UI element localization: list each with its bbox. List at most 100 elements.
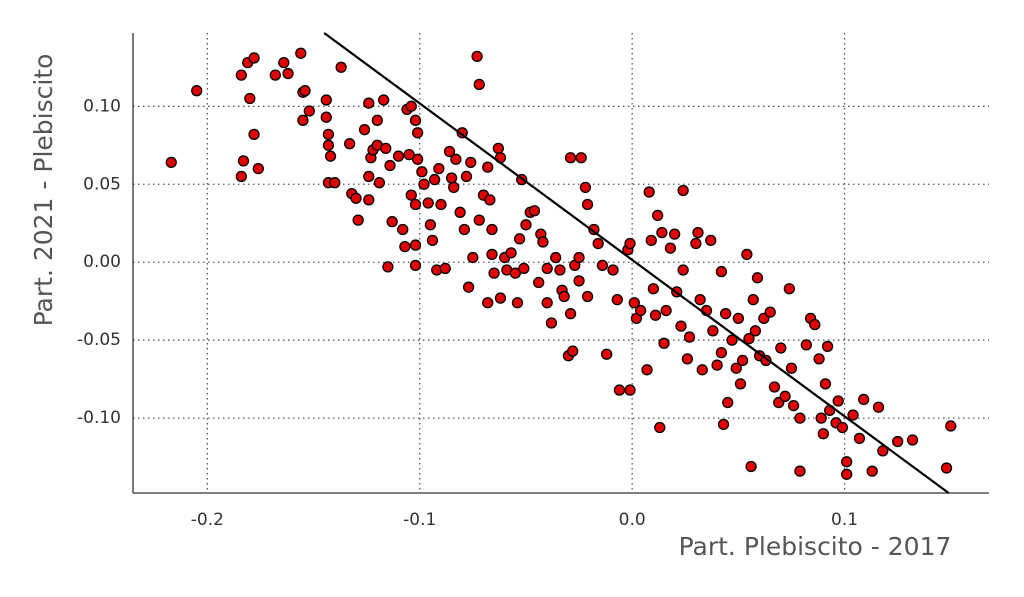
point xyxy=(165,156,177,169)
point xyxy=(363,97,375,109)
point xyxy=(813,353,825,365)
point xyxy=(462,281,475,293)
point xyxy=(482,297,494,309)
point xyxy=(847,409,859,421)
point xyxy=(352,214,364,226)
point xyxy=(785,362,798,374)
point xyxy=(624,237,636,250)
point xyxy=(386,216,398,228)
point xyxy=(794,465,806,477)
point xyxy=(690,237,702,250)
point xyxy=(428,173,441,186)
point xyxy=(819,378,832,390)
point xyxy=(656,226,668,239)
point xyxy=(747,293,759,306)
point xyxy=(380,142,392,155)
point xyxy=(295,47,307,59)
point xyxy=(320,111,332,123)
point xyxy=(484,194,496,206)
point xyxy=(573,251,585,264)
point xyxy=(649,309,662,321)
point xyxy=(373,177,386,189)
point xyxy=(906,434,919,446)
point xyxy=(892,435,904,448)
point xyxy=(399,240,411,253)
point xyxy=(541,297,553,309)
point xyxy=(422,197,434,209)
point xyxy=(405,100,417,112)
point xyxy=(800,339,812,351)
point xyxy=(660,304,672,317)
point xyxy=(439,262,451,275)
point xyxy=(705,234,717,247)
point xyxy=(377,94,390,106)
point xyxy=(711,359,723,371)
x-tick-label: 0.0 xyxy=(619,510,646,530)
point xyxy=(416,166,428,178)
point xyxy=(588,223,600,236)
point xyxy=(668,228,681,240)
point xyxy=(647,283,660,295)
point xyxy=(836,421,849,434)
point xyxy=(564,308,577,320)
point xyxy=(424,219,437,231)
point xyxy=(397,223,409,236)
point xyxy=(278,56,290,69)
point xyxy=(426,234,439,247)
point xyxy=(821,340,834,353)
point xyxy=(248,128,260,141)
point xyxy=(482,161,494,173)
point xyxy=(694,293,706,306)
point xyxy=(564,152,577,164)
point xyxy=(607,264,619,276)
point xyxy=(335,61,347,73)
point xyxy=(745,460,757,473)
point xyxy=(409,114,422,126)
point xyxy=(734,378,747,390)
point xyxy=(601,348,613,360)
point xyxy=(872,401,885,413)
point xyxy=(486,223,498,236)
point xyxy=(248,52,260,64)
point xyxy=(743,332,755,345)
point xyxy=(344,138,356,150)
point xyxy=(322,128,335,141)
point xyxy=(815,412,827,424)
point xyxy=(471,50,483,63)
point xyxy=(567,345,579,357)
point xyxy=(717,418,730,431)
point xyxy=(488,267,500,279)
point xyxy=(363,170,375,183)
y-tick-label: 0.05 xyxy=(83,174,121,194)
point xyxy=(450,153,462,165)
point xyxy=(533,276,545,289)
point xyxy=(371,114,383,126)
point xyxy=(541,262,553,275)
point xyxy=(853,432,866,445)
point xyxy=(518,262,530,275)
point xyxy=(677,264,689,276)
point xyxy=(719,308,732,320)
point xyxy=(664,242,677,254)
point xyxy=(537,236,549,248)
y-tick-label: -0.05 xyxy=(77,330,121,350)
point xyxy=(741,248,753,261)
point xyxy=(736,354,749,367)
point xyxy=(696,364,708,376)
point xyxy=(458,223,471,236)
point xyxy=(448,181,460,194)
point xyxy=(191,85,203,97)
point xyxy=(692,226,704,239)
point xyxy=(877,445,889,457)
point xyxy=(492,142,504,155)
point xyxy=(575,152,587,164)
point xyxy=(299,85,311,97)
point xyxy=(596,259,609,271)
point xyxy=(473,78,485,91)
point xyxy=(581,198,594,211)
point xyxy=(749,325,762,337)
point xyxy=(707,325,719,337)
x-tick-label: 0.1 xyxy=(831,510,858,530)
point xyxy=(358,124,371,136)
